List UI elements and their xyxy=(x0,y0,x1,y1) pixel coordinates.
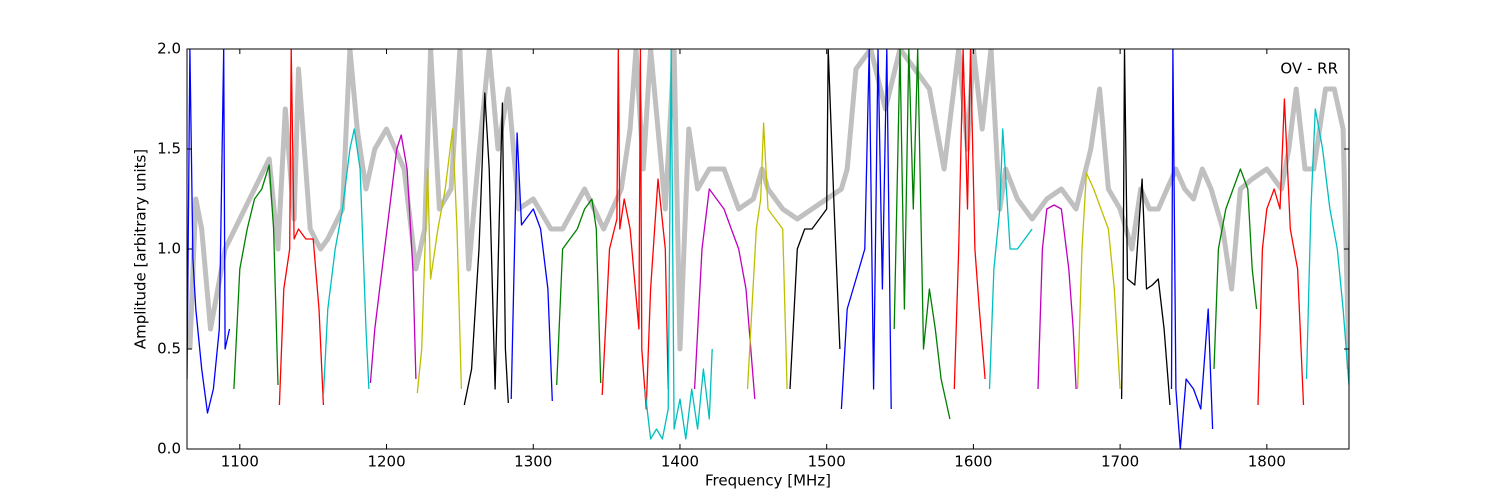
x-tick-label: 1600 xyxy=(954,453,992,471)
y-tick-label: 1.5 xyxy=(157,140,181,158)
spectrum-line xyxy=(953,49,986,390)
x-tick-label: 1700 xyxy=(1101,453,1139,471)
spectrum-line xyxy=(601,49,669,410)
spectrum-line xyxy=(893,49,951,420)
spectrum-line xyxy=(1037,204,1077,390)
y-tick-label: 0.0 xyxy=(157,440,181,458)
spectrum-line xyxy=(1120,49,1171,406)
x-axis-label: Frequency [MHz] xyxy=(705,472,831,490)
x-tick-label: 1200 xyxy=(367,453,405,471)
plot-area xyxy=(187,49,1349,449)
spectrum-line xyxy=(746,122,788,390)
spectrum-line xyxy=(463,92,509,406)
spectrum-line xyxy=(556,198,602,386)
spectrum-line xyxy=(510,132,553,402)
spectrum-line xyxy=(187,49,231,414)
spectrum-line xyxy=(1305,108,1349,386)
annotation: OV - RR xyxy=(1280,60,1338,78)
spectrum-line xyxy=(1213,168,1258,370)
spectrum-line xyxy=(789,49,841,390)
spectrum-line xyxy=(988,128,1033,390)
x-tick-label: 1800 xyxy=(1248,453,1286,471)
x-tick-label: 1400 xyxy=(661,453,699,471)
spectrum-line xyxy=(1170,49,1214,449)
spectrum-line xyxy=(644,49,713,440)
y-tick-label: 0.5 xyxy=(157,340,181,358)
spectrum-line xyxy=(278,49,325,406)
spectrum-line xyxy=(840,49,892,410)
spectrum-line xyxy=(1076,172,1121,390)
spectrum-line xyxy=(322,128,370,396)
x-tick-label: 1100 xyxy=(221,453,259,471)
spectrum-line xyxy=(233,164,279,390)
spectrum-line xyxy=(693,188,756,400)
x-tick-label: 1500 xyxy=(808,453,846,471)
y-axis-label: Amplitude [arbitrary units] xyxy=(132,149,150,349)
spectrum-line xyxy=(1257,98,1305,406)
spectrum-line xyxy=(416,128,463,394)
y-tick-label: 1.0 xyxy=(157,240,181,258)
y-tick-label: 2.0 xyxy=(157,40,181,58)
spectrum-line xyxy=(369,134,417,384)
x-tick-label: 1300 xyxy=(514,453,552,471)
